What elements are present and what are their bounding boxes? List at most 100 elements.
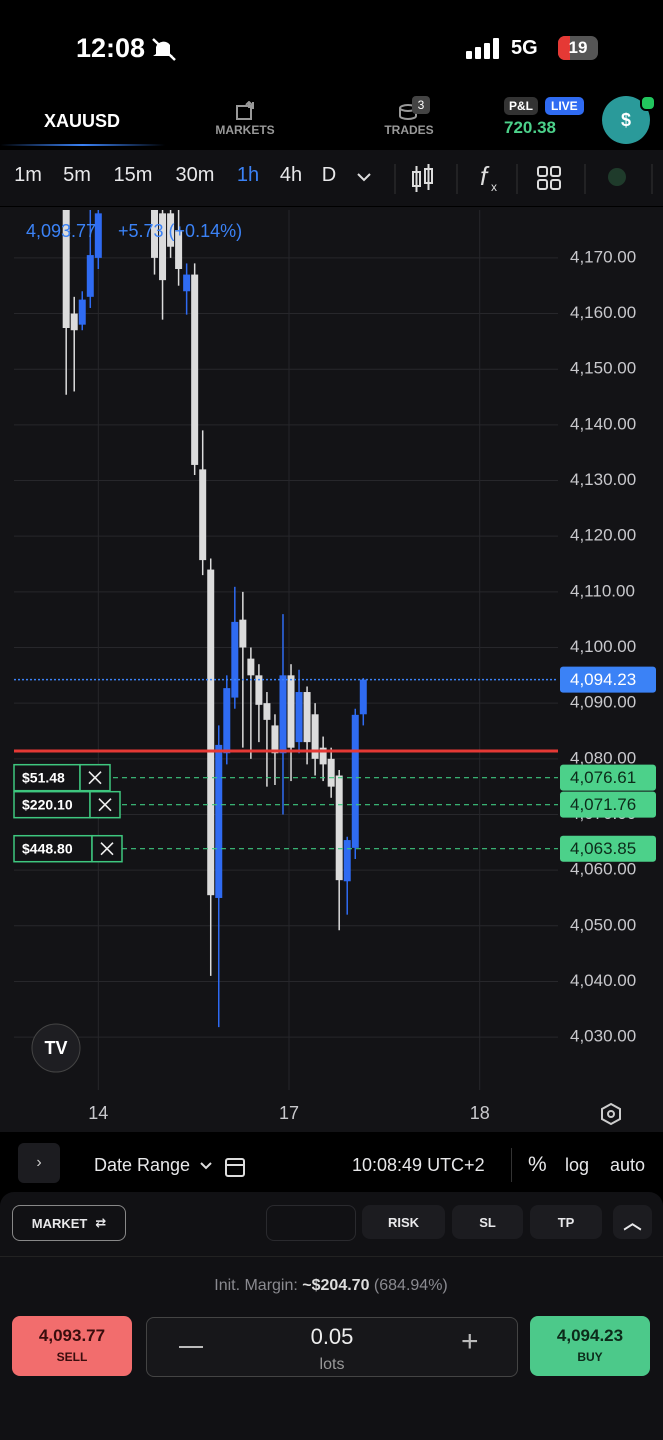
svg-text:TV: TV [44, 1038, 67, 1058]
symbol-tab[interactable]: XAUUSD [43, 111, 121, 131]
timeframe[interactable]: 1h [236, 164, 260, 186]
candle-body [175, 230, 183, 270]
svg-text:f: f [480, 164, 490, 191]
pnl-value: 720.38 [504, 118, 556, 137]
close-order[interactable] [79, 763, 111, 792]
candle-body [247, 658, 255, 676]
header-change: +5.73 (+0.14%) [118, 221, 242, 241]
timeframe-bar [0, 150, 663, 206]
candle-body [255, 675, 263, 705]
order-tag [560, 764, 656, 791]
candle-body [287, 675, 295, 748]
market-label: MARKET [31, 1215, 88, 1231]
auto-toggle[interactable]: auto [610, 1155, 646, 1175]
y-tick-label: 4,130.00 [570, 470, 636, 489]
trades-tab[interactable]: TRADES [384, 123, 434, 137]
x-tick-label: 18 [470, 1103, 490, 1123]
plus-button[interactable]: + [461, 1325, 479, 1358]
y-tick-label: 4,160.00 [570, 303, 636, 322]
trades-badge: 3 [412, 96, 430, 114]
timeframe[interactable]: 1m [14, 164, 42, 186]
svg-text:x: x [491, 180, 497, 194]
settings-icon[interactable] [601, 1102, 621, 1126]
candle-body [62, 210, 70, 329]
sell-button[interactable]: 4,093.77 SELL [12, 1316, 132, 1376]
online-dot [640, 95, 656, 111]
close-order[interactable] [91, 834, 123, 863]
order-pnl-box [13, 763, 81, 792]
candle-body [223, 688, 231, 754]
tab-underline [0, 144, 165, 146]
header-price: 4,093.77 [26, 221, 96, 241]
sell-label: SELL [56, 1350, 88, 1364]
markets-icon [236, 101, 254, 120]
timeframe[interactable]: 15m [113, 164, 153, 186]
minus-button[interactable] [179, 1346, 203, 1348]
candle-body [351, 714, 359, 848]
close-box [89, 790, 121, 819]
order-tag-label: 4,076.61 [570, 768, 636, 787]
candle-body [191, 274, 199, 465]
tp-button[interactable]: TP [530, 1205, 602, 1239]
candle-body [231, 621, 239, 698]
divider [0, 1256, 663, 1257]
order-tag [560, 791, 656, 818]
close-x [98, 798, 112, 812]
candle-body [151, 210, 159, 258]
sl-button[interactable]: SL [452, 1205, 523, 1239]
live-tag: LIVE [545, 97, 584, 115]
candle-body [263, 703, 271, 720]
expand-button[interactable]: › [18, 1143, 60, 1183]
candle-body [303, 692, 311, 743]
y-tick-label: 4,030.00 [570, 1027, 636, 1046]
collapse-button[interactable]: ︿ [613, 1205, 652, 1239]
order-pnl-box [13, 790, 91, 819]
close-x [100, 842, 114, 856]
market-button[interactable]: MARKET ⇄ [12, 1205, 126, 1241]
chart: 4,030.004,040.004,050.004,060.004,070.00… [0, 207, 663, 1132]
y-tick-label: 4,050.00 [570, 915, 636, 934]
risk-button[interactable]: RISK [362, 1205, 445, 1239]
network: 5G [511, 37, 538, 59]
order-tag-label: 4,063.85 [570, 839, 636, 858]
x-tick-label: 17 [279, 1103, 299, 1123]
chart-background [0, 207, 663, 1132]
timeframe[interactable]: 4h [279, 164, 303, 186]
margin-value: ~$204.70 [302, 1277, 370, 1294]
log-toggle[interactable]: log [565, 1155, 590, 1175]
clock: 12:08 [76, 33, 146, 63]
mute-icon [152, 38, 176, 61]
date-icons [200, 1158, 245, 1177]
y-tick-label: 4,090.00 [570, 693, 636, 712]
candle-body [207, 569, 215, 896]
order-pnl: $220.10 [22, 796, 73, 812]
buy-button[interactable]: 4,094.23 BUY [530, 1316, 650, 1376]
close-order[interactable] [89, 790, 121, 819]
date-range[interactable]: Date Range [94, 1155, 191, 1175]
tradingview-logo: TV [31, 1023, 81, 1073]
lots-value: 0.05 [310, 1324, 354, 1349]
order-pnl: $51.48 [22, 769, 65, 785]
candle-body [215, 744, 223, 898]
candle-body [295, 692, 303, 743]
markets-tab[interactable]: MARKETS [215, 123, 275, 137]
timeframe[interactable]: 30m [175, 164, 215, 186]
candle-body [86, 255, 94, 297]
candle-body [94, 213, 102, 258]
timeframe[interactable]: D [321, 164, 337, 186]
lots-input[interactable]: 0.05 lots + [146, 1317, 518, 1377]
pnl-tag: P&L [504, 97, 538, 115]
y-tick-label: 4,060.00 [570, 860, 636, 879]
candle-body [327, 758, 335, 787]
percent-toggle[interactable]: % [528, 1153, 547, 1176]
battery: 19 [558, 36, 598, 60]
empty-field[interactable] [266, 1205, 356, 1241]
buy-price: 4,094.23 [556, 1326, 624, 1345]
order-tag-label: 4,071.76 [570, 795, 636, 814]
candle-body [78, 299, 86, 325]
timeframe[interactable]: 5m [63, 164, 91, 186]
close-x [88, 771, 102, 785]
candle-body [279, 675, 287, 754]
candle-body [271, 725, 279, 754]
